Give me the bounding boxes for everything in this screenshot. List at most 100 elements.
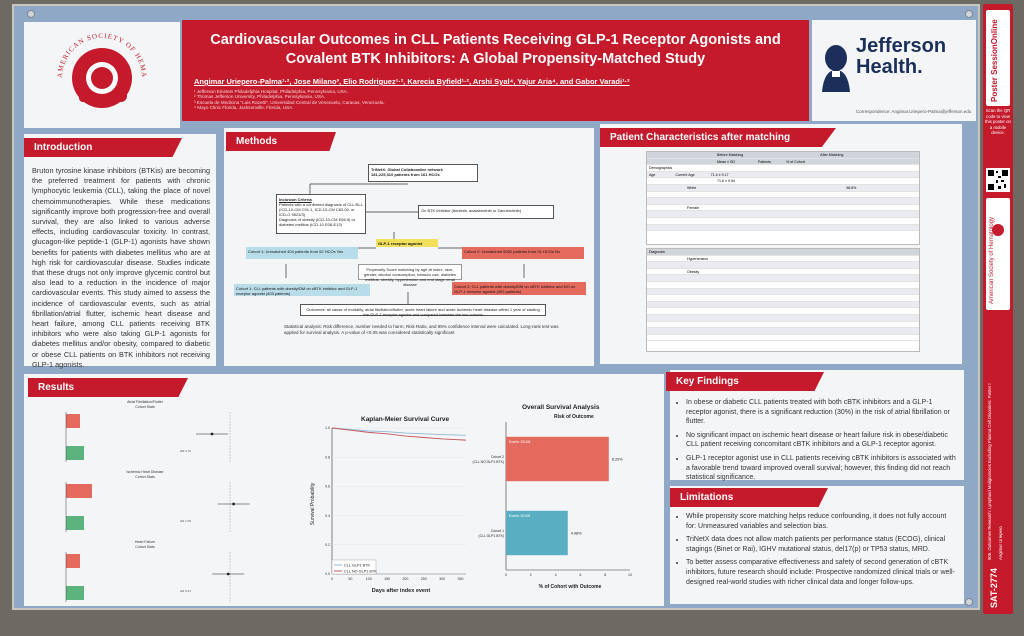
table-row-label: Age bbox=[649, 172, 656, 177]
poster-title-line1: Cardiovascular Outcomes in CLL Patients … bbox=[210, 32, 781, 48]
forest-bar-cohort1 bbox=[66, 446, 84, 460]
table-cell: White bbox=[687, 185, 697, 190]
forest-point bbox=[210, 432, 214, 436]
jefferson-wordmark: Jefferson bbox=[856, 35, 947, 57]
os-data-label: 4.98% bbox=[571, 532, 582, 536]
km-legend-1: CLL GLP1 BTK bbox=[344, 564, 370, 568]
forest-subtitle: Cohort Stats bbox=[135, 405, 155, 409]
table-cell: Female bbox=[687, 205, 699, 210]
cohort2-unmatched-box: Cohort 2: Unmatched 5052 patients from 9… bbox=[462, 247, 584, 259]
forest-bar-cohort1 bbox=[66, 516, 84, 530]
list-item: While propensity score matching helps re… bbox=[686, 512, 958, 531]
forest-hr-label: HR 0.70 bbox=[180, 449, 191, 453]
introduction-header: Introduction bbox=[24, 138, 182, 157]
km-ylabel: Survival Probability bbox=[310, 482, 316, 525]
ash-logo: AMERICAN SOCIETY OF HEMATOLOGY bbox=[21, 16, 147, 108]
cohort1-unmatched-box: Cohort 1: Unmatched 404 patients from 52… bbox=[246, 247, 358, 259]
btk-inhibitor-box: On BTK inhibitor (ibrutinib, acalabrutin… bbox=[418, 205, 554, 219]
forest-subtitle: Cohort Stats bbox=[135, 475, 155, 479]
km-x-tick: 300 bbox=[439, 577, 445, 581]
forest-bar-cohort2 bbox=[66, 554, 80, 568]
correspondence: Correspondence: Angimar.Uriepero-Palma@j… bbox=[856, 109, 972, 114]
inclusion-criteria-box: Inclusion Criteria Patients with a confi… bbox=[276, 194, 366, 234]
km-x-tick: 100 bbox=[366, 577, 372, 581]
table-cell: 71.6 ± 9.54 bbox=[717, 179, 735, 184]
forest-title: Ischemic Heart Disease bbox=[127, 470, 164, 474]
forest-point bbox=[226, 572, 230, 576]
forest-title: Heart Failure bbox=[135, 540, 155, 544]
forest-bar-cohort1 bbox=[66, 586, 84, 600]
title-banner: Cardiovascular Outcomes in CLL Patients … bbox=[182, 20, 809, 121]
table-cell: 98.8% bbox=[846, 185, 857, 190]
jefferson-head-icon bbox=[822, 45, 850, 92]
table-col-after: After Matching bbox=[820, 153, 844, 157]
cohort1-matched-box: Cohort 1: CLL patients with obesity/DM o… bbox=[234, 284, 370, 296]
os-event-label: Events: 20/403 bbox=[509, 514, 530, 518]
os-x-tick: 2 bbox=[530, 573, 532, 577]
sidebar-author: Angimar Uriepero bbox=[998, 526, 1003, 560]
poster-title-line2: Covalent BTK Inhibitors: A Global Propen… bbox=[285, 51, 706, 67]
affiliation: ⁴ Mayo Clinic Florida, Jacksonville, Flo… bbox=[194, 105, 294, 111]
poster-code: SAT-2774 bbox=[989, 568, 999, 608]
table-col-mean: Mean ± SD bbox=[717, 159, 735, 164]
os-subtitle: Risk of Outcome bbox=[554, 414, 594, 420]
introduction-panel bbox=[24, 134, 216, 366]
os-bar bbox=[506, 436, 609, 482]
os-xlabel: % of Cohort with Outcome bbox=[539, 584, 602, 590]
forest-hr-label: HR 0.97 bbox=[180, 589, 191, 593]
os-category-sublabel: (CLL NO GLP1 BTK) bbox=[472, 460, 504, 464]
session-sidebar: Poster SessionOnline Scan the QR code to… bbox=[983, 4, 1013, 614]
os-bar-chart: 0 2 4 6 8 10 8.29% Events: 33/403 Cohort 2(CLL N… bbox=[472, 422, 632, 590]
os-x-tick: 10 bbox=[628, 573, 632, 577]
table-col-patients: Patients bbox=[757, 159, 771, 164]
km-x-tick: 250 bbox=[421, 577, 427, 581]
os-x-tick: 6 bbox=[579, 573, 581, 577]
affiliation: ³ Escuela de Medicina "Luis Razetti", Un… bbox=[194, 99, 385, 105]
os-x-tick: 8 bbox=[604, 573, 606, 577]
pushpin-icon bbox=[27, 10, 35, 18]
table-cell: 71.4 ± 9.17 bbox=[710, 172, 729, 177]
authors: Angimar Uriepero-Palma¹·², Jose Milano³,… bbox=[194, 77, 630, 86]
pushpin-icon bbox=[965, 10, 973, 18]
key-findings-list: In obese or diabetic CLL patients treate… bbox=[676, 398, 958, 487]
forest-title: Atrial Fibrillation/Flutter bbox=[127, 400, 164, 404]
health-wordmark: Health. bbox=[856, 56, 923, 78]
km-x-tick: 50 bbox=[348, 577, 352, 581]
qr-code-icon[interactable] bbox=[986, 168, 1010, 192]
list-item: No significant impact on ischemic heart … bbox=[686, 431, 958, 450]
km-y-tick: 1.0 bbox=[325, 426, 330, 430]
cohort2-matched-box: Cohort 2: CLL patients with obesity/DM o… bbox=[452, 282, 586, 295]
pushpin-icon bbox=[965, 598, 973, 606]
km-xlabel: Days after index event bbox=[372, 588, 431, 594]
km-x-tick: 200 bbox=[402, 577, 408, 581]
table-cell: Obesity bbox=[687, 269, 700, 274]
forest-subtitle: Cohort Stats bbox=[135, 545, 155, 549]
poster-session-brand: Poster SessionOnline bbox=[990, 19, 999, 102]
table-col-before: Before Matching bbox=[717, 153, 744, 157]
introduction-body: Bruton tyrosine kinase inhibitors (BTKis… bbox=[32, 166, 210, 369]
km-series-1 bbox=[331, 427, 467, 436]
km-y-tick: 0.2 bbox=[325, 543, 330, 547]
forest-point bbox=[232, 502, 236, 506]
affiliation: ² Thomas Jefferson University, Philadelp… bbox=[194, 94, 326, 100]
forest-hr-label: HR 1.06 bbox=[180, 519, 191, 523]
km-y-tick: 0.8 bbox=[325, 455, 330, 459]
km-y-tick: 0.6 bbox=[325, 485, 330, 489]
km-x-tick: 150 bbox=[384, 577, 390, 581]
characteristics-table-top: Before Matching After Matching Mean ± SD… bbox=[646, 151, 920, 245]
affiliations: ¹ Jefferson Einstein Philadelphia Hospit… bbox=[194, 89, 809, 111]
methods-header: Methods bbox=[226, 132, 336, 151]
km-chart: 0 50 100 150 200 250 300 3500.00.20.40.60.81.0 … bbox=[310, 426, 467, 594]
os-x-tick: 0 bbox=[505, 573, 507, 577]
results-header: Results bbox=[28, 378, 188, 397]
forest-bar-cohort2 bbox=[66, 484, 92, 498]
km-y-tick: 0.0 bbox=[325, 572, 330, 576]
os-category-sublabel: (CLL GLP1 BTK) bbox=[478, 534, 504, 538]
forest-bar-cohort2 bbox=[66, 414, 80, 428]
jefferson-logo-panel: Jefferson Health. Correspondence: Angima… bbox=[812, 20, 976, 121]
table-cell: Current Age bbox=[675, 172, 695, 177]
glp1-agonist-box: GLP-1 receptor agonist bbox=[376, 239, 438, 247]
km-title: Kaplan-Meier Survival Curve bbox=[361, 416, 450, 423]
list-item: To better assess comparative effectivene… bbox=[686, 558, 958, 587]
